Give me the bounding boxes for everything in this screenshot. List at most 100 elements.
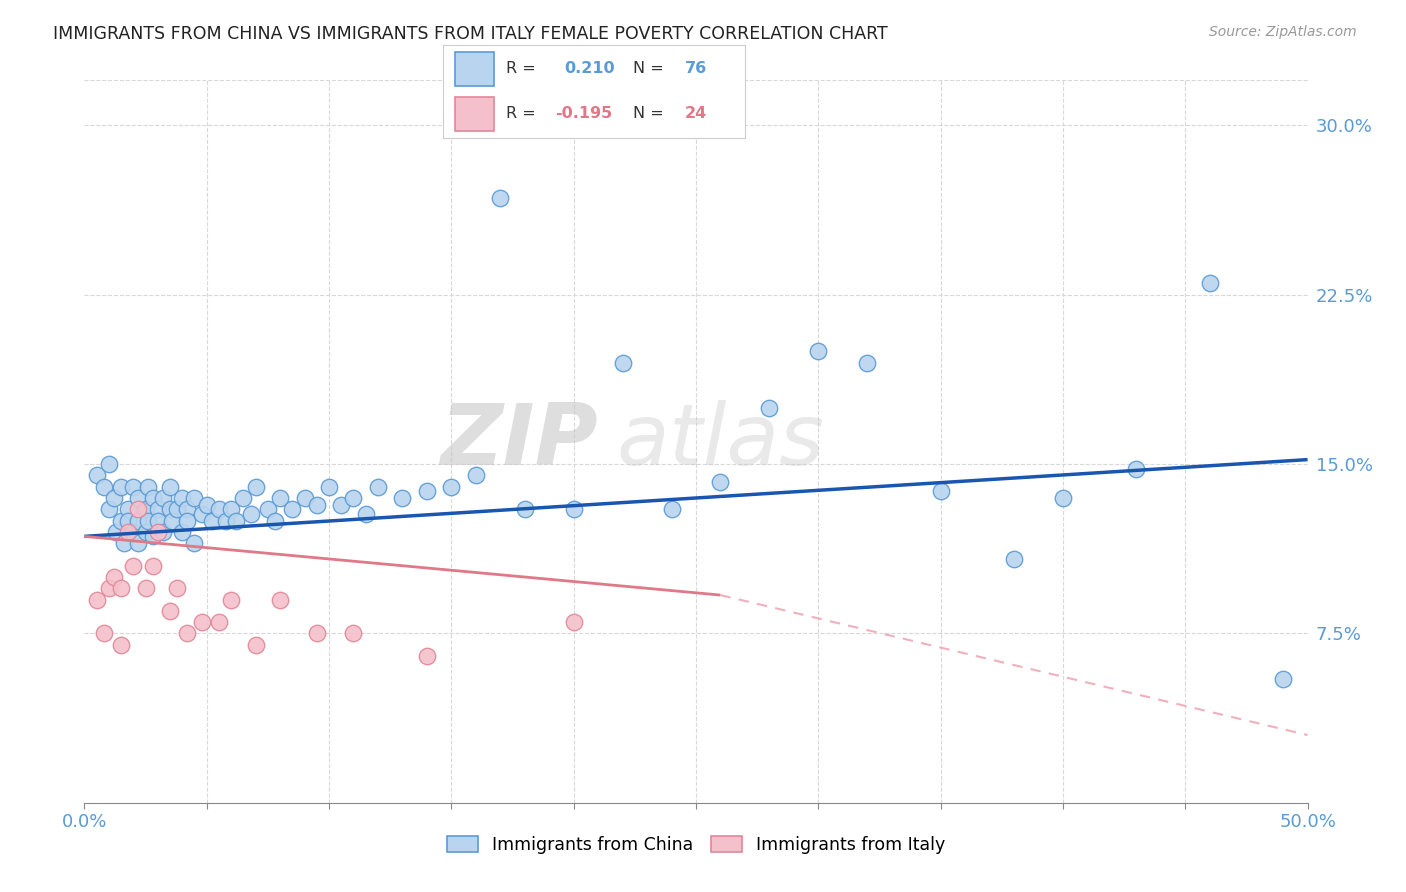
Point (929, 484, 952, 499)
Text: Source: ZipAtlas.com: Source: ZipAtlas.com (1209, 25, 1357, 39)
Point (97, 457, 120, 471)
Point (110, 514, 132, 528)
Point (183, 491, 205, 505)
Point (208, 502, 231, 516)
Point (1002, 552, 1025, 566)
Point (142, 558, 165, 573)
Point (562, 502, 585, 516)
Point (166, 502, 188, 516)
Point (159, 502, 181, 516)
Point (152, 491, 174, 505)
Point (215, 514, 238, 528)
Point (166, 582, 188, 596)
Point (1198, 277, 1220, 291)
Point (86, 592, 108, 607)
Point (245, 638, 267, 652)
Point (117, 502, 139, 516)
Point (391, 491, 413, 505)
Point (105, 524, 128, 539)
Point (146, 502, 169, 516)
Point (97, 582, 120, 596)
Point (159, 604, 181, 618)
Point (440, 480, 463, 494)
Point (162, 514, 184, 528)
Point (172, 491, 194, 505)
Point (146, 524, 169, 539)
Point (807, 344, 830, 359)
Point (269, 592, 291, 607)
Text: atlas: atlas (616, 400, 824, 483)
Point (489, 191, 512, 205)
Point (93, 626, 115, 640)
Point (93, 480, 115, 494)
Point (200, 514, 222, 528)
Point (225, 514, 247, 528)
Point (127, 514, 149, 528)
Point (122, 558, 145, 573)
Point (330, 498, 353, 512)
Point (239, 507, 262, 521)
Point (191, 507, 214, 521)
Point (110, 638, 132, 652)
Point (117, 514, 139, 528)
FancyBboxPatch shape (456, 52, 495, 86)
Point (305, 626, 328, 640)
Point (191, 615, 214, 630)
Point (127, 491, 149, 505)
Point (176, 514, 198, 528)
Text: N =: N = (633, 62, 669, 77)
Point (146, 514, 169, 528)
Point (135, 524, 157, 539)
Point (245, 480, 267, 494)
Point (122, 524, 145, 539)
Point (219, 592, 242, 607)
Point (112, 536, 135, 550)
Point (97, 502, 120, 516)
Text: -0.195: -0.195 (555, 106, 612, 121)
Point (1125, 461, 1147, 475)
Point (416, 648, 439, 663)
Point (172, 524, 194, 539)
Point (183, 536, 205, 550)
Point (110, 582, 132, 596)
Point (281, 502, 304, 516)
Point (142, 529, 165, 543)
Point (612, 355, 634, 369)
Point (1272, 672, 1295, 686)
Text: IMMIGRANTS FROM CHINA VS IMMIGRANTS FROM ITALY FEMALE POVERTY CORRELATION CHART: IMMIGRANTS FROM CHINA VS IMMIGRANTS FROM… (53, 25, 889, 43)
Point (152, 524, 174, 539)
Point (103, 491, 125, 505)
Point (117, 524, 139, 539)
Point (86, 468, 108, 483)
Point (269, 491, 291, 505)
Point (135, 502, 157, 516)
Point (294, 491, 316, 505)
Point (122, 480, 145, 494)
Text: N =: N = (633, 106, 669, 121)
Point (464, 468, 486, 483)
Text: 24: 24 (685, 106, 707, 121)
Point (127, 502, 149, 516)
Point (342, 491, 364, 505)
Point (354, 507, 377, 521)
Point (127, 536, 149, 550)
Point (176, 502, 198, 516)
Text: 0.210: 0.210 (564, 62, 614, 77)
Legend: Immigrants from China, Immigrants from Italy: Immigrants from China, Immigrants from I… (439, 828, 953, 863)
Point (257, 502, 280, 516)
Point (1052, 491, 1074, 505)
Point (135, 582, 157, 596)
Point (264, 514, 287, 528)
Text: R =: R = (506, 106, 541, 121)
Text: ZIP: ZIP (440, 400, 598, 483)
Point (176, 626, 198, 640)
Point (758, 401, 780, 415)
FancyBboxPatch shape (456, 97, 495, 131)
Point (232, 491, 254, 505)
Text: 76: 76 (685, 62, 707, 77)
Point (416, 484, 439, 499)
Point (208, 615, 231, 630)
Point (305, 498, 328, 512)
Point (110, 480, 132, 494)
Point (342, 626, 364, 640)
